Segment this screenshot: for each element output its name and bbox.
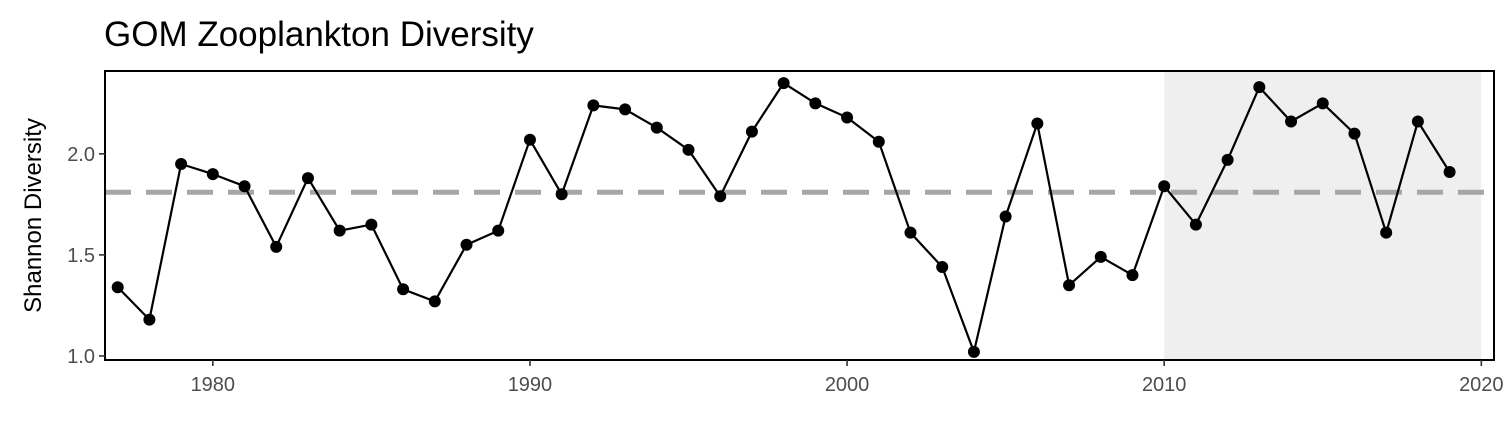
data-point <box>1253 81 1266 94</box>
data-point <box>555 188 568 201</box>
data-point <box>872 135 885 148</box>
data-point <box>1411 115 1424 128</box>
data-point <box>1380 226 1393 239</box>
chart-title: GOM Zooplankton Diversity <box>104 15 534 54</box>
series-layer <box>111 77 1456 358</box>
data-point <box>1285 115 1298 128</box>
data-point <box>1348 127 1361 140</box>
data-point <box>1443 166 1456 179</box>
data-point <box>1031 117 1044 130</box>
data-point <box>428 295 441 308</box>
x-tick-label: 1990 <box>508 374 553 396</box>
data-point <box>1221 153 1234 166</box>
data-point <box>936 261 949 274</box>
x-axis: 1980 1990 2000 2010 2020 <box>191 360 1504 396</box>
y-tick-label: 2.0 <box>67 144 95 166</box>
x-tick-label: 1980 <box>191 374 236 396</box>
x-tick-label: 2020 <box>1459 374 1504 396</box>
data-point <box>650 121 663 134</box>
data-point <box>206 168 219 181</box>
data-point <box>1316 97 1329 110</box>
data-point <box>745 125 758 138</box>
y-axis: 1.0 1.5 2.0 <box>67 144 105 368</box>
data-point <box>523 133 536 146</box>
data-point <box>967 345 980 358</box>
data-point <box>111 281 124 294</box>
data-point <box>460 238 473 251</box>
data-point <box>841 111 854 124</box>
shaded-rect <box>1164 71 1482 360</box>
data-point <box>1094 250 1107 263</box>
data-point <box>1063 279 1076 292</box>
data-point <box>175 157 188 170</box>
data-point <box>1126 269 1139 282</box>
data-point <box>777 77 790 90</box>
data-point <box>619 103 632 116</box>
data-point <box>587 99 600 112</box>
data-point <box>809 97 822 110</box>
data-point <box>714 190 727 203</box>
data-point <box>333 224 346 237</box>
y-tick-label: 1.0 <box>67 346 95 368</box>
data-point <box>1158 180 1171 193</box>
data-point <box>682 143 695 156</box>
data-point <box>301 172 314 185</box>
data-point <box>397 283 410 296</box>
x-tick-label: 2000 <box>825 374 870 396</box>
y-axis-title: Shannon Diversity <box>20 118 47 313</box>
data-point <box>904 226 917 239</box>
data-point <box>492 224 505 237</box>
data-point <box>365 218 378 231</box>
data-point <box>999 210 1012 223</box>
data-point <box>238 180 251 193</box>
y-tick-label: 1.5 <box>67 245 95 267</box>
plot-frame <box>104 70 1495 361</box>
shaded-region <box>1164 71 1482 360</box>
data-point <box>143 313 156 326</box>
plot-border <box>104 70 1495 361</box>
data-point <box>270 240 283 253</box>
data-point <box>1189 218 1202 231</box>
x-tick-label: 2010 <box>1142 374 1187 396</box>
